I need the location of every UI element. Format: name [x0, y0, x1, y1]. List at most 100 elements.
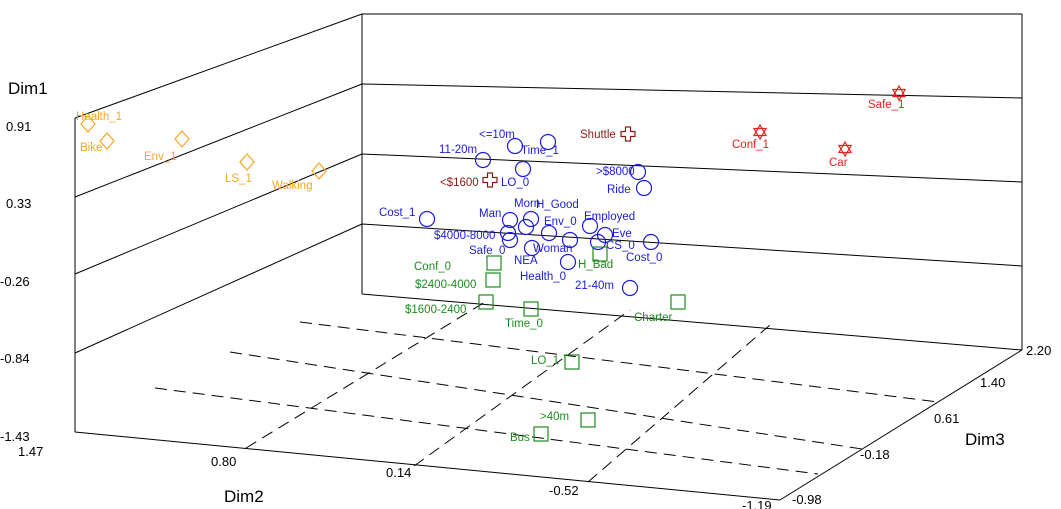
point-marker-s3-p6 — [418, 210, 436, 228]
point-marker-s3-p1 — [474, 151, 492, 169]
point-label-s3-p10: Env_0 — [544, 216, 577, 228]
tick-dim2-1: 0.80 — [211, 454, 236, 469]
point-label-s4-p8: Bus — [510, 432, 530, 444]
point-label-s0-p1: Bike — [80, 142, 102, 154]
axes-frame — [74, 13, 1023, 501]
tick-dim1-3: -0.84 — [0, 351, 30, 366]
point-marker-s3-p4 — [629, 163, 647, 181]
point-marker-s3-p11 — [581, 217, 599, 235]
point-marker-s2-p0 — [620, 126, 636, 142]
tick-dim3-1: 1.40 — [980, 375, 1005, 390]
floor-dash-6 — [587, 324, 771, 483]
point-marker-s4-p0 — [592, 246, 608, 262]
data-point: CS_0 — [589, 233, 635, 252]
point-label-s4-p0: H_Bad — [578, 259, 613, 271]
point-marker-s3-p15 — [561, 231, 579, 249]
tick-dim3-3: -0.18 — [860, 447, 890, 462]
point-label-s4-p7: >40m — [540, 411, 569, 423]
data-point: H_Bad — [578, 246, 613, 271]
data-point: Man — [479, 208, 519, 229]
data-point: LO_0 — [501, 160, 532, 189]
data-point: $4000-8000 — [434, 224, 517, 242]
point-marker-s3-p12 — [499, 224, 517, 242]
point-marker-s4-p4 — [523, 301, 539, 317]
tick-dim3-0: 2.20 — [1026, 343, 1051, 358]
floor-dash-4 — [245, 301, 486, 449]
point-marker-s3-p18 — [642, 233, 660, 251]
data-point: Safe_0 — [469, 231, 519, 257]
point-label-s4-p3: $1600-2400 — [405, 304, 466, 316]
point-marker-s0-p0 — [80, 115, 96, 133]
grid-back-wall-3 — [361, 223, 1023, 267]
tick-dim3-4: -0.98 — [792, 492, 822, 507]
point-label-s3-p14: Safe_0 — [469, 245, 505, 257]
point-marker-s3-p3 — [514, 160, 532, 178]
point-marker-s4-p1 — [486, 255, 502, 271]
point-label-s4-p2: $2400-4000 — [415, 279, 476, 291]
point-label-s2-p0: Shuttle — [580, 129, 616, 141]
point-marker-s3-p20 — [621, 279, 639, 297]
point-marker-s0-p3 — [239, 153, 255, 171]
floor-dash-3 — [154, 387, 819, 475]
point-label-s3-p18: Cost_0 — [626, 252, 662, 264]
tick-dim2-2: 0.14 — [386, 465, 411, 480]
data-point: Time_0 — [505, 301, 543, 330]
data-point: Time_1 — [521, 133, 559, 157]
point-label-s3-p2: Time_1 — [521, 145, 559, 157]
point-marker-s4-p2 — [485, 272, 501, 288]
tick-dim1-1: 0.33 — [6, 196, 31, 211]
point-marker-s4-p7 — [580, 412, 596, 428]
axis-ticks: 0.91 0.33 -0.26 -0.84 -1.431.47 0.80 0.14 -0.52… — [0, 119, 1051, 509]
point-label-s1-p2: Car — [829, 157, 848, 169]
point-label-s3-p11: Employed — [584, 211, 635, 223]
grid-left-wall-1 — [74, 83, 363, 198]
data-point: Car — [829, 140, 853, 169]
point-label-s0-p0: Health_1 — [76, 111, 122, 123]
axis-label-dim3: Dim3 — [965, 430, 1005, 449]
data-point: NEA — [514, 239, 541, 267]
point-label-s3-p9: H_Good — [536, 199, 579, 211]
point-label-s3-p19: Health_0 — [520, 271, 566, 283]
point-marker-s1-p1-a — [752, 123, 768, 137]
point-label-s3-p12: $4000-8000 — [434, 230, 495, 242]
tick-dim1-4: -1.43 — [0, 429, 30, 444]
point-marker-s1-p2-b — [837, 144, 853, 158]
point-label-s2-p1: <$1600 — [440, 177, 479, 189]
floor-dash-2 — [229, 351, 863, 450]
point-label-s0-p4: Walking — [272, 180, 312, 192]
point-label-s4-p6: LO_1 — [531, 355, 559, 367]
point-label-s3-p5: Ride — [607, 184, 631, 196]
data-point: Bus — [510, 426, 549, 444]
grid-back-wall-1 — [361, 83, 1023, 99]
data-point: 21-40m — [575, 279, 639, 297]
tick-dim2-4: -1.19 — [742, 498, 772, 509]
frame-front-floor-edge — [74, 431, 781, 501]
point-marker-s3-p0 — [506, 137, 524, 155]
point-marker-s3-p19 — [559, 253, 577, 271]
data-point: Conf_0 — [414, 255, 502, 273]
data-point: >40m — [540, 411, 596, 428]
data-point: LS_1 — [225, 153, 255, 185]
point-marker-s3-p16 — [589, 233, 607, 251]
point-marker-s1-p2-a — [837, 140, 853, 154]
data-point: Woman — [533, 231, 579, 255]
data-point: $1600-2400 — [405, 294, 494, 316]
grid-back-wall-4 — [361, 293, 1023, 351]
data-point: <=10m — [479, 129, 524, 155]
point-marker-s4-p3 — [478, 294, 494, 310]
data-point: Safe_1 — [868, 84, 907, 111]
data-point: Employed — [581, 211, 635, 235]
point-label-s3-p13: Eve — [612, 228, 632, 240]
point-marker-s3-p7 — [522, 210, 540, 228]
point-marker-s4-p6 — [564, 354, 580, 370]
tick-dim1-0: 0.91 — [6, 119, 31, 134]
axis-label-dim1: Dim1 — [8, 79, 48, 98]
point-label-s1-p0: Safe_1 — [868, 99, 904, 111]
data-point: H_Good — [517, 199, 579, 236]
tick-dim1-2: -0.26 — [0, 274, 30, 289]
point-marker-s4-p5 — [670, 294, 686, 310]
point-label-s3-p1: 11-20m — [439, 144, 477, 156]
point-label-s3-p3: LO_0 — [501, 177, 529, 189]
point-marker-s3-p8 — [501, 211, 519, 229]
point-label-s4-p5: Charter — [634, 312, 673, 324]
